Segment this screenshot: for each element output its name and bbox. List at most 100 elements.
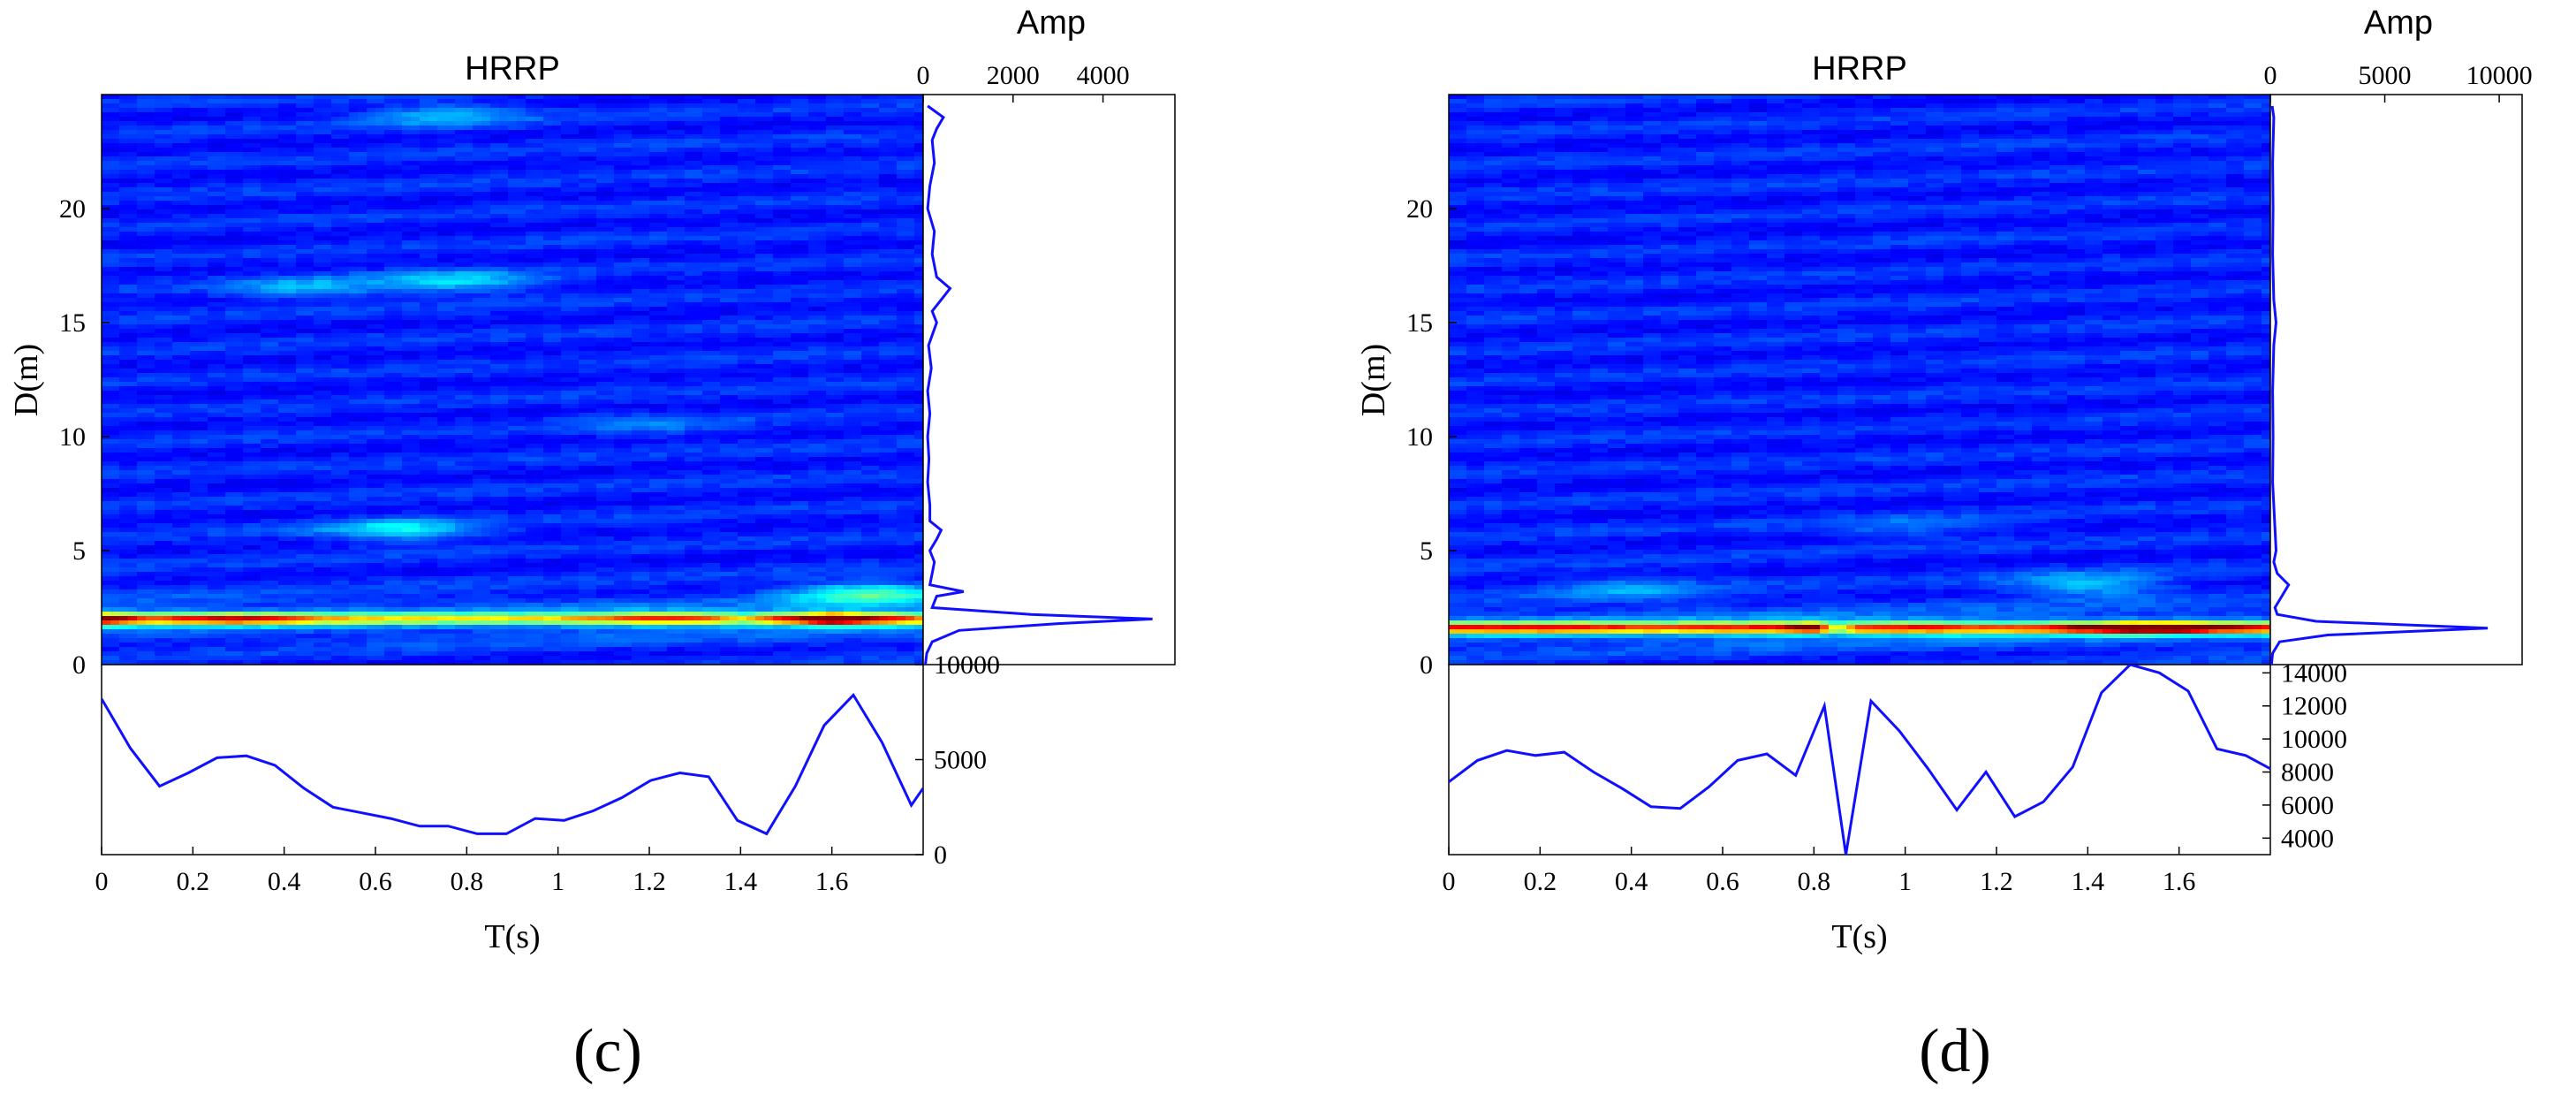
heatmap-cell <box>667 289 677 294</box>
heatmap-cell <box>411 196 420 202</box>
heatmap-cell <box>393 139 403 144</box>
heatmap-cell <box>632 324 641 330</box>
heatmap-cell <box>773 112 783 118</box>
heatmap-cell <box>208 254 217 259</box>
heatmap-cell <box>738 262 747 268</box>
heatmap-cell <box>216 276 226 281</box>
heatmap-cell <box>499 148 509 153</box>
heatmap-cell <box>614 121 624 126</box>
heatmap-cell <box>110 179 120 184</box>
heatmap-cell <box>296 311 306 316</box>
heatmap-cell <box>870 209 880 215</box>
heatmap-cell <box>517 236 527 241</box>
heatmap-cell <box>570 130 580 135</box>
heatmap-cell <box>137 232 147 237</box>
heatmap-cell <box>340 289 350 294</box>
heatmap-cell <box>623 170 633 175</box>
heatmap-cell <box>375 196 385 202</box>
heatmap-cell <box>596 302 606 308</box>
heatmap-cell <box>596 223 606 228</box>
heatmap-cell <box>375 236 385 241</box>
heatmap-cell <box>782 117 792 122</box>
heatmap-cell <box>190 156 200 162</box>
heatmap-cell <box>128 134 138 140</box>
heatmap-cell <box>216 320 226 325</box>
heatmap-cell <box>172 285 182 290</box>
heatmap-cell <box>473 196 482 202</box>
heatmap-cell <box>835 236 845 241</box>
heatmap-cell <box>252 298 261 303</box>
heatmap-cell <box>729 280 739 285</box>
heatmap-cell <box>579 156 588 162</box>
heatmap-cell <box>649 125 659 131</box>
heatmap-cell <box>667 209 677 215</box>
heatmap-cell <box>437 245 447 250</box>
heatmap-cell <box>685 298 694 303</box>
heatmap-cell <box>746 134 756 140</box>
heatmap-cell <box>181 254 191 259</box>
heatmap-cell <box>905 183 915 188</box>
heatmap-cell <box>587 196 597 202</box>
heatmap-cell <box>685 289 694 294</box>
heatmap-cell <box>261 117 270 122</box>
heatmap-cell <box>534 187 544 193</box>
heatmap-cell <box>278 329 288 334</box>
heatmap-cell <box>278 223 288 228</box>
heatmap-cell <box>526 316 535 321</box>
heatmap-cell <box>349 316 359 321</box>
heatmap-cell <box>314 196 323 202</box>
heatmap-cell <box>269 293 279 299</box>
heatmap-cell <box>738 183 747 188</box>
heatmap-cell <box>693 307 703 312</box>
heatmap-cell <box>234 298 244 303</box>
heatmap-cell <box>446 245 456 250</box>
heatmap-cell <box>623 95 633 100</box>
heatmap-cell <box>746 108 756 113</box>
heatmap-cell <box>102 95 111 100</box>
heatmap-cell <box>296 240 306 246</box>
heatmap-cell <box>640 316 650 321</box>
heatmap-cell <box>331 218 341 224</box>
heatmap-cell <box>252 201 261 206</box>
heatmap-cell <box>605 152 615 157</box>
heatmap-cell <box>587 209 597 215</box>
heatmap-cell <box>331 170 341 175</box>
heatmap-cell <box>897 262 906 268</box>
heatmap-cell <box>261 311 270 316</box>
heatmap-cell <box>261 209 270 215</box>
heatmap-cell <box>225 218 235 224</box>
heatmap-cell <box>808 289 818 294</box>
heatmap-cell <box>658 324 668 330</box>
heatmap-cell <box>658 276 668 281</box>
heatmap-cell <box>252 240 261 246</box>
heatmap-cell <box>685 205 694 210</box>
heatmap-cell <box>102 99 111 104</box>
heatmap-cell <box>738 187 747 193</box>
heatmap-cell <box>658 320 668 325</box>
heatmap-cell <box>579 249 588 255</box>
heatmap-cell <box>208 245 217 250</box>
heatmap-cell <box>844 121 853 126</box>
heatmap-cell <box>455 143 465 148</box>
heatmap-cell <box>579 148 588 153</box>
heatmap-cell <box>764 307 774 312</box>
heatmap-cell <box>481 307 491 312</box>
heatmap-cell <box>322 148 332 153</box>
heatmap-cell <box>172 103 182 109</box>
heatmap-cell <box>137 311 147 316</box>
heatmap-cell <box>199 170 208 175</box>
heatmap-cell <box>596 99 606 104</box>
heatmap-cell <box>579 302 588 308</box>
heatmap-cell <box>543 232 553 237</box>
heatmap-cell <box>278 103 288 109</box>
heatmap-cell <box>870 214 880 219</box>
heatmap-cell <box>623 165 633 171</box>
heatmap-cell <box>852 103 862 109</box>
heatmap-cell <box>119 316 129 321</box>
heatmap-cell <box>817 196 827 202</box>
heatmap-cell <box>632 262 641 268</box>
heatmap-cell <box>473 232 482 237</box>
heatmap-cell <box>693 152 703 157</box>
heatmap-cell <box>490 165 500 171</box>
heatmap-cell <box>455 249 465 255</box>
